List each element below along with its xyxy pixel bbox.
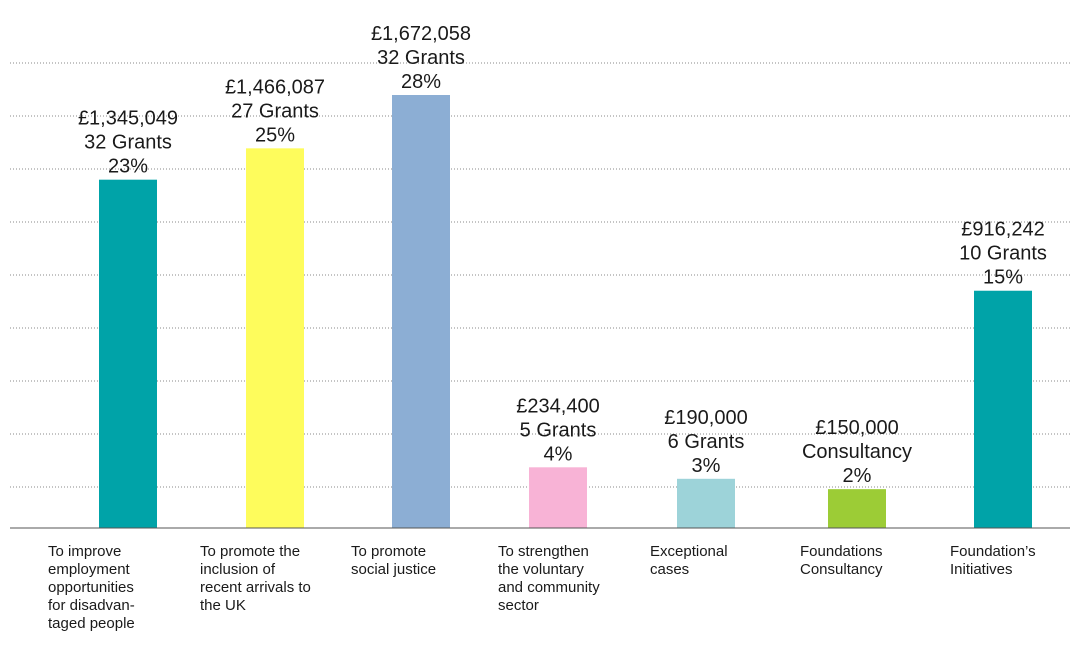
bar [529,467,587,528]
category-label: recent arrivals to [200,579,311,596]
bar [974,290,1032,528]
bar-data-label: Consultancy [802,441,912,463]
bar-data-label: 2% [843,465,872,487]
category-label: employment [48,561,131,578]
category-label: inclusion of [200,561,276,578]
category-label: social justice [351,561,436,578]
category-label: taged people [48,615,135,632]
category-label: To promote [351,543,426,560]
bar-data-label: £190,000 [664,407,747,429]
bar-data-label: £150,000 [815,417,898,439]
bar-data-label: £916,242 [961,219,1044,241]
category-label: and community [498,579,600,596]
bar-data-label: 28% [401,71,441,93]
category-label: sector [498,597,539,614]
bar-data-label: 32 Grants [377,47,465,69]
bar [246,148,304,528]
category-label: Consultancy [800,561,883,578]
category-label: Initiatives [950,561,1013,578]
category-label: Foundations [800,543,883,560]
bar-data-label: 5 Grants [520,419,597,441]
category-label: Foundation’s [950,543,1036,560]
bar [392,95,450,528]
bar [828,489,886,528]
category-label: To improve [48,543,121,560]
category-label: Exceptional [650,543,728,560]
bar-data-label: 10 Grants [959,243,1047,265]
bar-data-label: 25% [255,124,295,146]
bar-data-label: 23% [108,156,148,178]
bars [99,95,1032,529]
bar-data-label: 3% [692,455,721,477]
bar-data-label: £1,672,058 [371,23,471,45]
category-label: cases [650,561,689,578]
category-label: the UK [200,597,246,614]
bar-data-label: 6 Grants [668,431,745,453]
bar [99,179,157,529]
bar-data-label: 32 Grants [84,132,172,154]
bar-data-label: £1,466,087 [225,76,325,98]
category-label: opportunities [48,579,134,596]
bar-data-label: £234,400 [516,395,599,417]
category-label: for disadvan- [48,597,135,614]
category-label: To promote the [200,543,300,560]
bar-data-label: 15% [983,267,1023,289]
bar [677,478,735,528]
bar-data-label: 27 Grants [231,100,319,122]
bar-data-label: 4% [544,443,573,465]
category-label: the voluntary [498,561,584,578]
category-label: To strengthen [498,543,589,560]
bar-data-label: £1,345,049 [78,108,178,130]
